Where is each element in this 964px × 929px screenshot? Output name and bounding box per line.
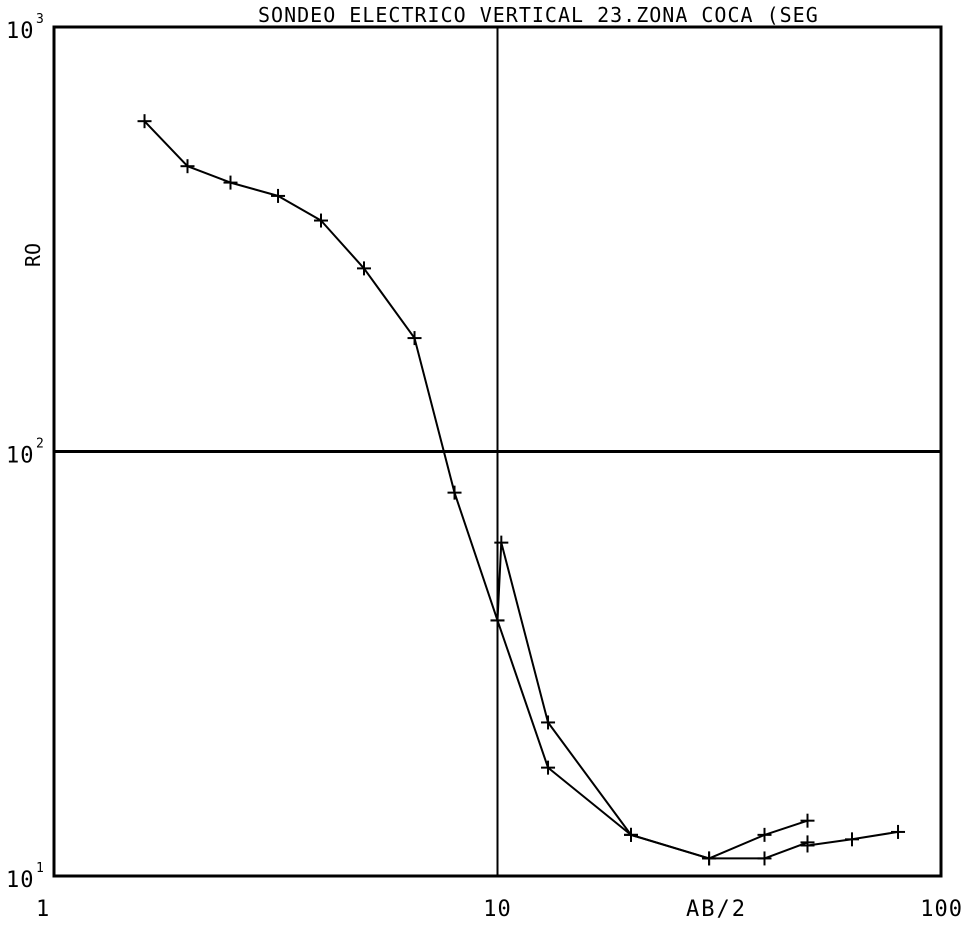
data-point-marker <box>137 114 152 129</box>
data-point-marker <box>624 827 639 842</box>
y-axis-label: RO <box>21 243 45 267</box>
chart-title: SONDEO ELECTRICO VERTICAL 23.ZONA COCA (… <box>258 3 819 27</box>
data-point-marker <box>845 832 860 847</box>
data-markers <box>137 114 906 866</box>
grid-lines <box>54 27 941 876</box>
data-point-marker <box>702 851 717 866</box>
series-line-2 <box>496 541 808 860</box>
axis-labels: SONDEO ELECTRICO VERTICAL 23.ZONA COCA (… <box>21 3 819 922</box>
y-tick-label: 10 <box>6 19 35 44</box>
data-point-marker <box>271 188 286 203</box>
x-tick-label: 100 <box>920 897 963 922</box>
data-point-marker <box>891 824 906 839</box>
data-point-marker <box>490 613 505 628</box>
y-tick-exponent: 2 <box>36 437 44 452</box>
data-point-marker <box>447 485 462 500</box>
x-axis-label: AB/2 <box>686 897 747 922</box>
data-point-marker <box>800 838 815 853</box>
y-tick-exponent: 1 <box>36 861 44 876</box>
data-point-marker <box>757 851 772 866</box>
y-tick-label: 10 <box>6 444 35 469</box>
y-tick-exponent: 3 <box>36 12 44 27</box>
data-point-marker <box>180 159 195 174</box>
data-point-marker <box>800 813 815 828</box>
data-point-marker <box>757 827 772 842</box>
y-tick-label: 10 <box>6 868 35 893</box>
data-point-marker <box>314 213 329 228</box>
data-point-marker <box>223 175 238 190</box>
data-point-marker <box>494 535 509 550</box>
data-point-marker <box>541 760 556 775</box>
series-line-1 <box>143 120 808 860</box>
data-point-marker <box>541 715 556 730</box>
data-point-marker <box>407 331 422 346</box>
x-tick-label: 10 <box>483 897 512 922</box>
series-lines <box>143 120 899 860</box>
x-tick-label: 1 <box>36 897 50 922</box>
data-point-marker <box>356 261 371 276</box>
